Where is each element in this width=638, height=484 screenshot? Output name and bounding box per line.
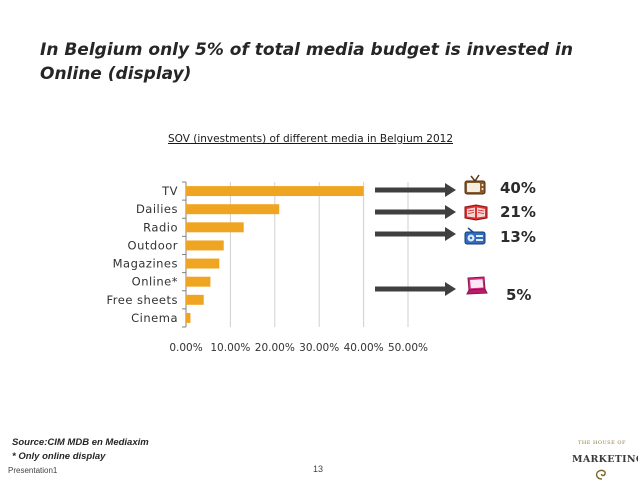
callout-online-percent: 5% <box>506 286 532 304</box>
tv-icon <box>464 174 486 195</box>
x-tick-label: 50.00% <box>388 342 428 354</box>
bar-radio <box>186 222 244 233</box>
footnotes: Source:CIM MDB en Mediaxim * Only online… <box>12 436 149 464</box>
slide-title-line-2: Online (display) <box>40 64 192 84</box>
x-tick-label: 30.00% <box>299 342 339 354</box>
callout-arrow-head <box>445 205 456 219</box>
source-note: Source:CIM MDB en Mediaxim <box>12 437 149 448</box>
bar-magazines <box>186 258 220 269</box>
category-label: Cinema <box>131 311 178 325</box>
slide-title-line-1: In Belgium only 5% of total media budget… <box>40 40 573 60</box>
logo-small-text: THE HOUSE OF <box>578 440 626 446</box>
bar-outdoor <box>186 240 224 251</box>
bar-online <box>186 276 211 287</box>
category-label: Dailies <box>136 202 178 216</box>
callout-dailies-percent: 21% <box>500 203 536 221</box>
category-label: Outdoor <box>128 238 178 252</box>
callout-tv-percent: 40% <box>500 179 536 197</box>
callout-arrow-head <box>445 282 456 296</box>
online-note: * Only online display <box>12 451 106 462</box>
chart-title: SOV (investments) of different media in … <box>168 133 454 145</box>
x-tick-label: 20.00% <box>255 342 295 354</box>
callout-arrow-head <box>445 227 456 241</box>
laptop-icon <box>466 276 488 295</box>
callout-arrow-shaft <box>375 231 446 237</box>
bar-free-sheets <box>186 294 204 305</box>
x-tick-label: 40.00% <box>344 342 384 354</box>
x-tick-label: 0.00% <box>169 342 202 354</box>
callout-arrow-shaft <box>375 286 446 292</box>
slide-title: In Belgium only 5% of total media budget… <box>40 38 600 86</box>
category-label: TV <box>161 184 178 198</box>
x-tick-label: 10.00% <box>210 342 250 354</box>
bar-dailies <box>186 204 280 215</box>
category-label: Radio <box>143 220 178 234</box>
category-label: Magazines <box>113 257 178 271</box>
shell-icon <box>595 469 606 480</box>
house-of-marketing-logo: THE HOUSE OF MARKETING <box>572 440 638 480</box>
callout-arrow-shaft <box>375 209 446 215</box>
callout-arrow-head <box>445 183 456 197</box>
category-label: Free sheets <box>107 293 179 307</box>
category-label: Online* <box>132 275 178 289</box>
callout-arrow-shaft <box>375 187 446 193</box>
bar-cinema <box>186 312 191 323</box>
newspaper-icon <box>464 204 488 221</box>
callout-radio-percent: 13% <box>500 228 536 246</box>
radio-icon <box>464 227 486 245</box>
bar-tv <box>186 186 364 197</box>
page-number: 13 <box>313 464 324 474</box>
presentation-name: Presentation1 <box>8 466 58 475</box>
logo-big-text: MARKETING <box>572 454 638 465</box>
